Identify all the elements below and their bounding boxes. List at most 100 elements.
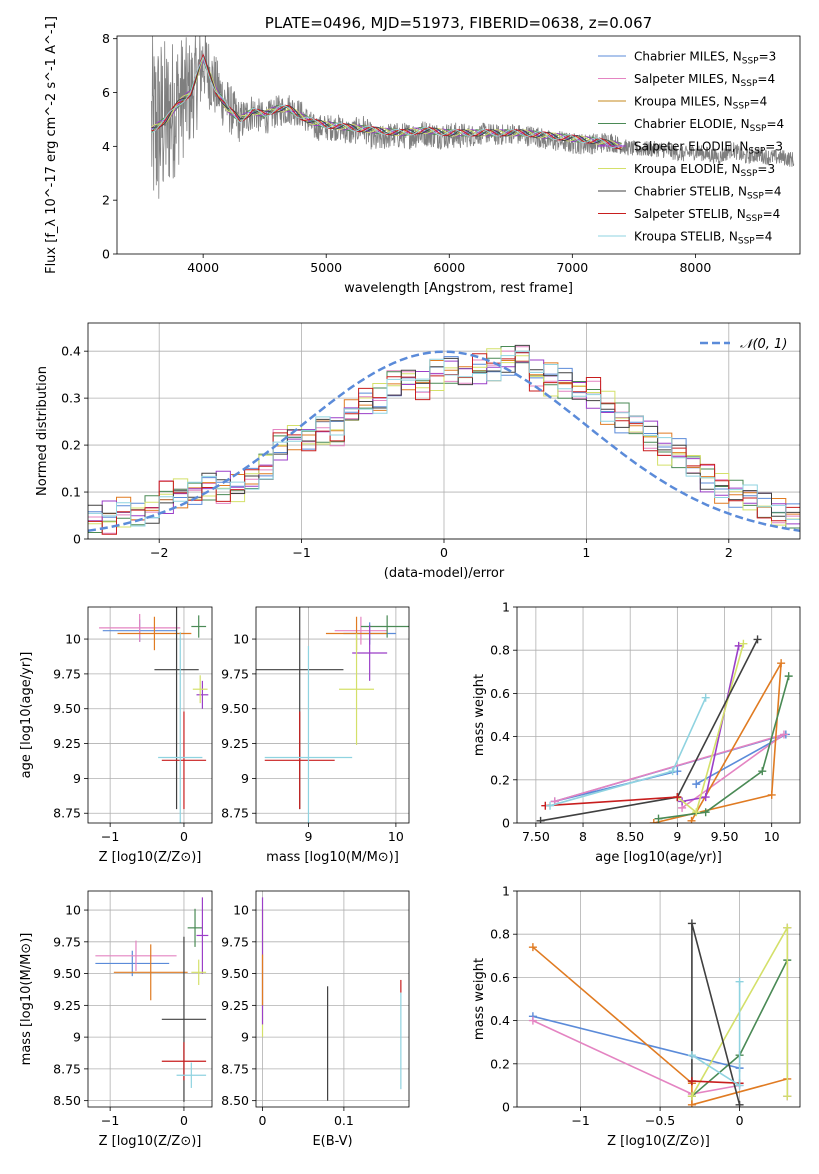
series-line [653, 662, 782, 823]
y-tick-label: 9.25 [221, 736, 249, 751]
legend-label: Kroupa ELODIE, NSSP=3 [634, 162, 775, 179]
panel-4: 7.50 8 8.50 9 9.50 10 0 0.2 0.4 0.6 0.8 1 age [log10… [472, 600, 801, 865]
x-tick-label: 9.50 [711, 829, 739, 844]
x-tick-label: −1 [571, 1113, 589, 1128]
y-tick-label: 9.50 [53, 701, 81, 716]
x-tick-label: 10 [388, 829, 404, 844]
x-tick-label: 7000 [556, 260, 588, 275]
x-tick-label: 1 [582, 545, 590, 560]
data-point-marker [735, 1100, 744, 1107]
model-spectrum-line [151, 58, 622, 147]
y-tick-label: 9 [241, 1030, 249, 1045]
legend-label: Salpeter ELODIE, NSSP=3 [634, 140, 783, 157]
x-tick-label: 8000 [679, 260, 711, 275]
y-tick-label: 10 [65, 903, 81, 918]
legend: Chabrier MILES, NSSP=3 Salpeter MILES, NS… [598, 50, 784, 247]
axes-frame [255, 606, 410, 824]
data-point-marker [528, 1016, 537, 1025]
data-point-marker [735, 1081, 744, 1090]
series-line [545, 796, 678, 807]
x-axis-label: E(B-V) [312, 1134, 352, 1149]
gridlines [88, 891, 212, 1107]
panel-7: −1 −0.5 0 0 0.2 0.4 0.6 0.8 1 Z [log10(Z/Z⊙)] mass… [472, 884, 801, 1149]
axes-frame [87, 606, 213, 824]
data-point-marker [687, 1092, 696, 1101]
y-tick-label: 9 [73, 771, 81, 786]
y-tick-label: 8.75 [221, 1061, 249, 1076]
axes-frame [87, 890, 213, 1108]
legend-label: Chabrier ELODIE, NSSP=4 [634, 117, 784, 134]
x-tick-label: 8 [579, 829, 587, 844]
y-tick-label: 10 [65, 632, 81, 647]
x-tick-label: 2 [725, 545, 733, 560]
series-line [681, 645, 740, 803]
y-tick-label: 8 [102, 31, 110, 46]
plot-area [528, 919, 792, 1107]
plot-area [256, 607, 409, 823]
data-point-marker [784, 672, 793, 681]
data-point-marker [687, 1051, 696, 1060]
y-tick-label: 1 [502, 884, 510, 899]
panel-3: 9 10 8.75 9 9.25 9.50 9.75 10 mass [log10(M/M⊙)] [221, 606, 410, 865]
histogram-step [88, 348, 800, 528]
gridlines [88, 607, 212, 823]
panel-6: 0 0.1 8.50 8.75 9 9.25 9.50 9.75 10 E(B-V) [221, 890, 410, 1149]
plot-area [95, 897, 209, 1102]
model-spectrum-line [151, 56, 622, 150]
y-tick-label: 8.75 [53, 806, 81, 821]
data-point-marker [739, 639, 748, 648]
panel-1: −2 −1 0 1 2 0 0.1 0.2 0.3 0.4 (data-model)/error No… [35, 322, 801, 581]
legend-label: 𝒩(0, 1) [740, 337, 787, 352]
gridlines [517, 890, 800, 1108]
plot-area [261, 897, 402, 1101]
x-tick-label: 0 [259, 1113, 267, 1128]
plot-area [99, 607, 209, 823]
data-point-marker [654, 814, 663, 823]
x-tick-label: −1 [101, 1113, 119, 1128]
data-point-marker [701, 808, 710, 817]
y-tick-label: 9.50 [53, 966, 81, 981]
y-tick-label: 9.50 [221, 966, 249, 981]
y-tick-label: 0 [102, 247, 110, 262]
x-tick-label: 10 [764, 829, 780, 844]
histogram-step [88, 350, 800, 527]
y-tick-label: 0.8 [490, 927, 510, 942]
data-point-marker [692, 780, 701, 789]
series-line [532, 1019, 740, 1095]
y-tick-label: 0.6 [490, 686, 510, 701]
x-tick-label: 7.50 [522, 829, 550, 844]
gridlines [256, 891, 409, 1107]
panel-5: −1 0 8.50 8.75 9 9.25 9.50 9.75 10 Z [log10(Z/Z⊙)… [19, 890, 213, 1149]
normal-curve [88, 350, 800, 533]
legend-label: Salpeter MILES, NSSP=4 [634, 72, 775, 89]
data-point-marker [649, 819, 658, 823]
y-axis-label: mass weight [472, 674, 487, 756]
model-spectrum-line [151, 55, 622, 148]
y-tick-label: 9.25 [221, 998, 249, 1013]
y-tick-label: 8.75 [53, 1061, 81, 1076]
data-point-marker [701, 793, 710, 802]
x-tick-label: 6000 [433, 260, 465, 275]
x-axis-label: mass [log10(M/M⊙)] [266, 850, 399, 865]
data-point-marker [735, 977, 744, 986]
x-axis-label: (data-model)/error [384, 566, 505, 581]
y-tick-label: 0.4 [490, 729, 510, 744]
series-line [540, 639, 759, 822]
y-tick-label: 1 [502, 600, 510, 615]
axes-frame [516, 890, 801, 1108]
panel-0: 4000 5000 6000 7000 8000 0 2 4 6 8 wavelength [Ang… [44, 14, 801, 296]
y-tick-label: 9 [73, 1030, 81, 1045]
legend-label: Salpeter STELIB, NSSP=4 [634, 207, 780, 224]
data-point-marker [701, 693, 710, 702]
data-point-marker [687, 816, 696, 823]
gridlines [256, 607, 409, 823]
x-tick-label: 0 [736, 1113, 744, 1128]
model-spectrum-line [151, 53, 622, 149]
axes-frame [116, 35, 801, 255]
legend-label: Kroupa MILES, NSSP=4 [634, 95, 767, 112]
y-axis-label: Normed distribution [35, 366, 50, 496]
y-tick-label: 6 [102, 85, 110, 100]
plot-area [88, 344, 800, 535]
y-tick-label: 2 [102, 193, 110, 208]
axes-frame [255, 890, 410, 1108]
